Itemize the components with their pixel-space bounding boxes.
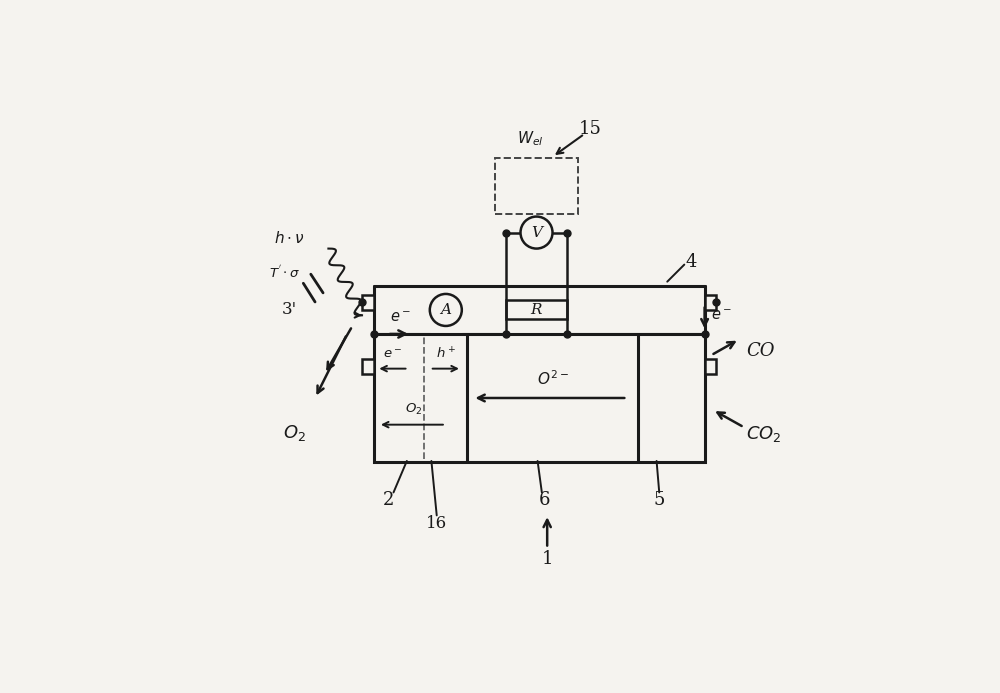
- Bar: [705, 359, 716, 374]
- Text: $O_2$: $O_2$: [283, 423, 306, 443]
- Circle shape: [521, 216, 553, 249]
- Text: 1: 1: [541, 550, 553, 568]
- Text: $CO_2$: $CO_2$: [746, 424, 782, 444]
- Bar: [374, 334, 705, 462]
- Text: 5: 5: [654, 491, 665, 509]
- Text: $h^+$: $h^+$: [436, 346, 456, 361]
- Text: 3': 3': [282, 301, 297, 319]
- Text: $e^-$: $e^-$: [383, 348, 402, 361]
- Text: $e^-$: $e^-$: [390, 311, 411, 326]
- Text: R: R: [530, 303, 542, 317]
- Text: 4: 4: [686, 253, 697, 271]
- Text: 6: 6: [539, 491, 550, 509]
- Text: $W_{el}$: $W_{el}$: [517, 130, 543, 148]
- Text: A: A: [440, 303, 451, 317]
- Text: $e^-$: $e^-$: [711, 308, 732, 322]
- Text: $O_2$: $O_2$: [405, 402, 422, 417]
- Bar: [495, 158, 578, 214]
- Circle shape: [430, 294, 462, 326]
- Text: $T^{'} \cdot \sigma$: $T^{'} \cdot \sigma$: [269, 265, 300, 281]
- Text: 16: 16: [426, 515, 447, 532]
- Bar: [362, 295, 374, 310]
- Text: V: V: [531, 225, 542, 240]
- Text: $h \cdot \nu$: $h \cdot \nu$: [274, 230, 305, 246]
- Bar: [705, 295, 716, 310]
- Text: 15: 15: [578, 119, 601, 137]
- Text: $O^{2-}$: $O^{2-}$: [537, 369, 568, 388]
- Bar: [362, 359, 374, 374]
- Bar: [506, 300, 567, 319]
- Text: 2: 2: [383, 491, 394, 509]
- Text: CO: CO: [746, 342, 775, 360]
